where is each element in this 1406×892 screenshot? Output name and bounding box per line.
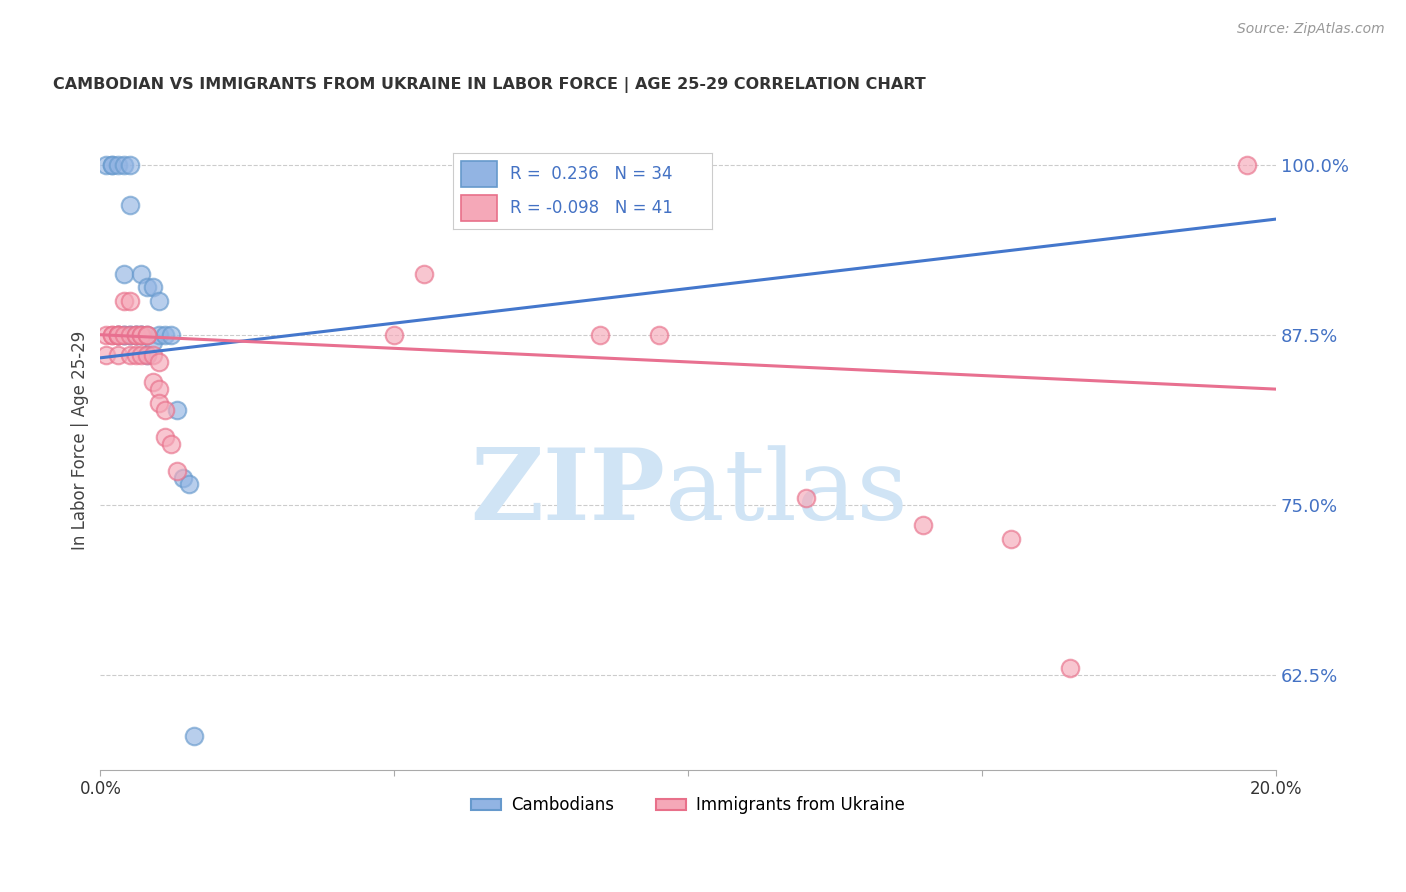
Point xyxy=(118,327,141,342)
Point xyxy=(148,382,170,396)
Point xyxy=(131,267,153,281)
Text: Source: ZipAtlas.com: Source: ZipAtlas.com xyxy=(1237,22,1385,37)
Point xyxy=(124,327,146,342)
Point xyxy=(142,280,165,294)
Point xyxy=(112,158,135,172)
Point xyxy=(112,267,135,281)
Point xyxy=(118,198,141,212)
Point xyxy=(107,327,129,342)
Point xyxy=(148,395,170,409)
Point xyxy=(107,327,129,342)
Point xyxy=(1059,661,1081,675)
Y-axis label: In Labor Force | Age 25-29: In Labor Force | Age 25-29 xyxy=(72,331,89,549)
Point xyxy=(124,327,146,342)
Point xyxy=(912,518,935,533)
Point xyxy=(118,348,141,362)
Point xyxy=(112,327,135,342)
Point xyxy=(131,348,153,362)
Point xyxy=(136,327,159,342)
Point xyxy=(101,327,124,342)
Point xyxy=(118,327,141,342)
Point xyxy=(153,327,176,342)
Point xyxy=(112,327,135,342)
Point xyxy=(96,327,118,342)
Point xyxy=(118,293,141,308)
Legend: Cambodians, Immigrants from Ukraine: Cambodians, Immigrants from Ukraine xyxy=(465,789,911,821)
Point xyxy=(153,402,176,417)
Point xyxy=(142,348,165,362)
Point xyxy=(101,158,124,172)
Point xyxy=(136,327,159,342)
Point xyxy=(107,327,129,342)
Point xyxy=(183,729,205,743)
Point xyxy=(148,355,170,369)
Point xyxy=(136,348,159,362)
Point xyxy=(107,327,129,342)
Point xyxy=(131,327,153,342)
Point xyxy=(136,348,159,362)
Point xyxy=(142,376,165,390)
Point xyxy=(112,293,135,308)
Point xyxy=(589,327,612,342)
Point xyxy=(131,327,153,342)
Point xyxy=(172,470,194,484)
Point xyxy=(107,327,129,342)
Point xyxy=(148,327,170,342)
Point xyxy=(166,464,188,478)
Point xyxy=(412,267,434,281)
Point xyxy=(118,158,141,172)
Point xyxy=(1236,158,1258,172)
Point xyxy=(131,327,153,342)
Point xyxy=(118,327,141,342)
Point xyxy=(153,430,176,444)
Point xyxy=(131,327,153,342)
Point xyxy=(124,348,146,362)
Point xyxy=(96,158,118,172)
Point xyxy=(148,293,170,308)
Point xyxy=(136,327,159,342)
Point xyxy=(166,402,188,417)
Point xyxy=(142,334,165,349)
Text: ZIP: ZIP xyxy=(470,444,665,541)
Point xyxy=(107,158,129,172)
Point xyxy=(107,327,129,342)
Text: CAMBODIAN VS IMMIGRANTS FROM UKRAINE IN LABOR FORCE | AGE 25-29 CORRELATION CHAR: CAMBODIAN VS IMMIGRANTS FROM UKRAINE IN … xyxy=(53,78,927,94)
Point xyxy=(136,280,159,294)
Text: atlas: atlas xyxy=(665,445,907,541)
Point xyxy=(96,348,118,362)
Point xyxy=(124,327,146,342)
Point xyxy=(160,327,183,342)
Point xyxy=(101,158,124,172)
Point xyxy=(124,327,146,342)
Point xyxy=(160,436,183,450)
Point xyxy=(648,327,671,342)
Point xyxy=(131,327,153,342)
Point xyxy=(107,348,129,362)
Point xyxy=(1000,532,1022,546)
Point xyxy=(382,327,405,342)
Point xyxy=(112,327,135,342)
Point xyxy=(177,477,200,491)
Point xyxy=(124,327,146,342)
Point xyxy=(794,491,817,505)
Point xyxy=(101,327,124,342)
